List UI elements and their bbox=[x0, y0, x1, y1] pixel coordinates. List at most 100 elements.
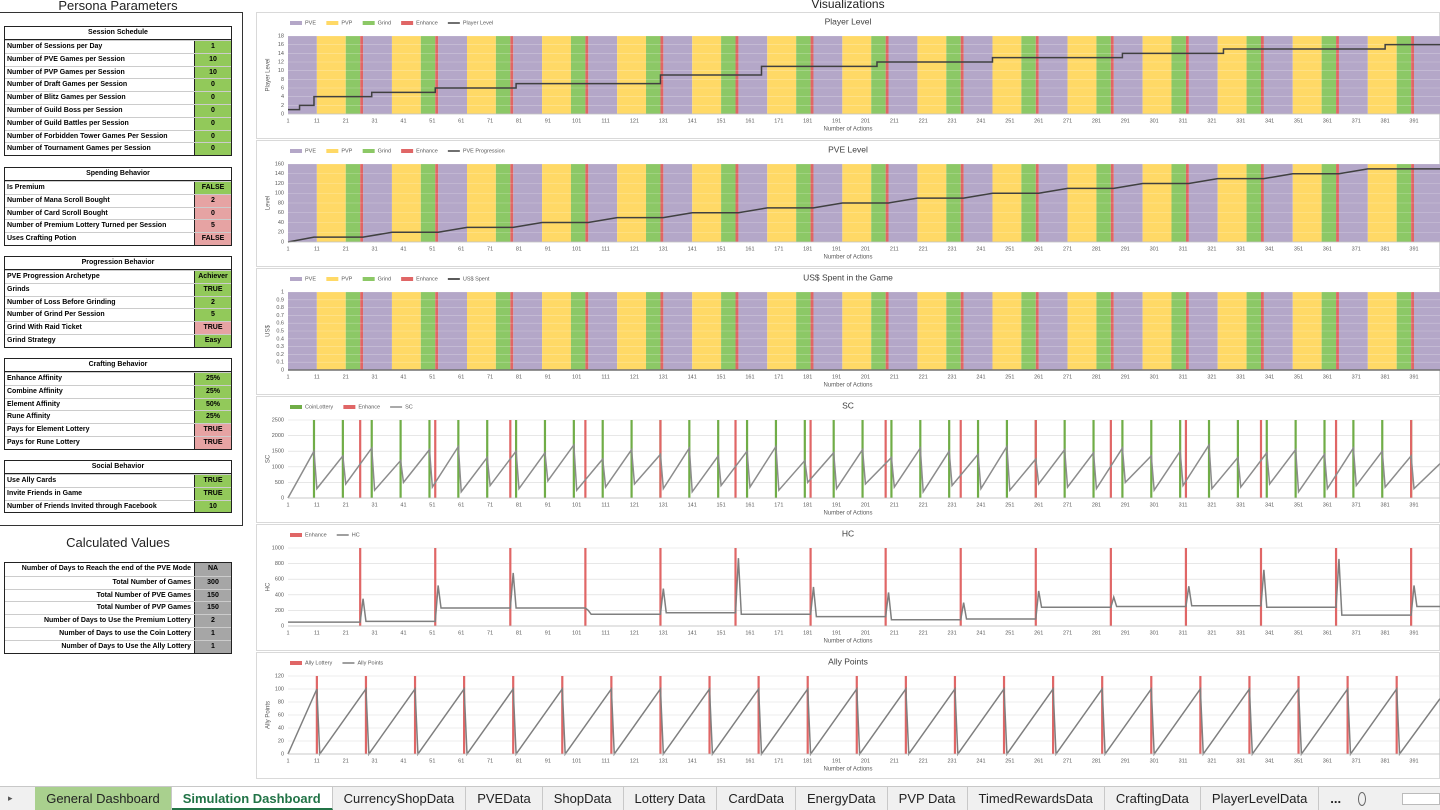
activity-band bbox=[1096, 36, 1111, 114]
x-tick-label: 251 bbox=[1005, 630, 1014, 636]
add-sheet[interactable] bbox=[1358, 791, 1367, 806]
x-tick-label: 281 bbox=[1092, 246, 1101, 252]
table-row: Number of Guild Boss per Session 0 bbox=[5, 103, 231, 117]
x-tick-label: 231 bbox=[947, 374, 956, 380]
activity-band bbox=[1367, 292, 1397, 370]
activity-band bbox=[1411, 36, 1415, 114]
y-tick-label: 400 bbox=[275, 592, 284, 598]
legend-label: PVE bbox=[305, 276, 316, 282]
activity-band bbox=[510, 292, 514, 370]
table-row: Number of PVE Games per Session 10 bbox=[5, 52, 231, 66]
legend-label: Enhance bbox=[416, 148, 438, 154]
x-tick-label: 351 bbox=[1294, 502, 1303, 508]
x-tick-label: 311 bbox=[1179, 630, 1188, 636]
legend-swatch bbox=[401, 149, 414, 153]
row-label: Element Affinity bbox=[5, 398, 195, 411]
x-tick-label: 321 bbox=[1207, 246, 1216, 252]
tab-scroll[interactable]: ▸ bbox=[8, 793, 13, 803]
sheet-tab[interactable]: CraftingData bbox=[1105, 787, 1201, 810]
row-value: 2 bbox=[195, 615, 231, 627]
activity-band bbox=[1263, 292, 1293, 370]
x-tick-label: 291 bbox=[1121, 630, 1130, 636]
row-value: TRUE bbox=[195, 475, 231, 487]
activity-band bbox=[542, 36, 571, 114]
x-tick-label: 311 bbox=[1179, 502, 1188, 508]
x-tick-label: 81 bbox=[516, 502, 522, 508]
activity-band bbox=[1414, 36, 1440, 114]
activity-band bbox=[1021, 36, 1036, 114]
x-tick-label: 71 bbox=[487, 502, 493, 508]
x-tick-label: 391 bbox=[1409, 374, 1418, 380]
x-tick-label: 381 bbox=[1381, 374, 1390, 380]
legend-swatch bbox=[362, 21, 375, 25]
legend-swatch bbox=[362, 277, 375, 281]
sheet-tab[interactable]: PVP Data bbox=[888, 787, 968, 810]
activity-band bbox=[871, 292, 886, 370]
x-tick-label: 311 bbox=[1179, 246, 1188, 252]
legend-swatch bbox=[290, 149, 302, 153]
activity-band bbox=[1067, 164, 1097, 242]
x-tick-label: 211 bbox=[890, 246, 899, 252]
sheet-tab[interactable]: PlayerLevelData bbox=[1201, 787, 1320, 810]
x-tick-label: 371 bbox=[1352, 630, 1361, 636]
row-value: TRUE bbox=[195, 322, 231, 334]
activity-band bbox=[1246, 36, 1261, 114]
legend-label: Enhance bbox=[416, 20, 438, 26]
activity-band bbox=[316, 292, 346, 370]
x-tick-label: 321 bbox=[1207, 374, 1216, 380]
h-scrollbar[interactable] bbox=[1402, 792, 1440, 805]
sheet-tab[interactable]: PVEData bbox=[466, 787, 543, 810]
activity-band bbox=[438, 164, 468, 242]
x-tick-label: 41 bbox=[400, 502, 406, 508]
sheet-tab[interactable]: TimedRewardsData bbox=[968, 787, 1105, 810]
sheet-tab[interactable]: Simulation Dashboard bbox=[171, 787, 333, 810]
row-value: 0 bbox=[195, 104, 231, 117]
activity-band bbox=[420, 164, 436, 242]
x-tick-label: 331 bbox=[1236, 502, 1245, 508]
x-tick-label: 211 bbox=[890, 374, 899, 380]
activity-band bbox=[1142, 36, 1172, 114]
sheet-tab[interactable]: CardData bbox=[717, 787, 796, 810]
legend-swatch bbox=[401, 277, 414, 281]
sheet-tab[interactable]: ShopData bbox=[543, 787, 624, 810]
tab-more[interactable]: ... bbox=[1330, 791, 1342, 806]
activity-band bbox=[585, 164, 589, 242]
x-tick-label: 131 bbox=[659, 246, 668, 252]
legend-label: Enhance bbox=[416, 276, 438, 282]
legend-swatch bbox=[326, 149, 339, 153]
x-tick-label: 291 bbox=[1121, 246, 1130, 252]
sheet-tab[interactable]: EnergyData bbox=[796, 787, 888, 810]
sheet-tab[interactable]: General Dashboard bbox=[35, 787, 172, 810]
x-tick-label: 251 bbox=[1005, 502, 1014, 508]
x-tick-label: 221 bbox=[919, 374, 928, 380]
legend-label: Enhance bbox=[305, 532, 327, 538]
sheet-tab[interactable]: CurrencyShopData bbox=[333, 787, 467, 810]
x-tick-label: 351 bbox=[1294, 758, 1303, 764]
activity-band bbox=[1038, 292, 1068, 370]
row-value: 50% bbox=[195, 398, 231, 411]
x-tick-label: 11 bbox=[314, 246, 320, 252]
x-tick-label: 221 bbox=[919, 118, 928, 124]
x-tick-label: 21 bbox=[343, 758, 349, 764]
y-tick-label: 10 bbox=[278, 68, 284, 74]
x-tick-label: 261 bbox=[1034, 758, 1043, 764]
activity-band bbox=[363, 164, 392, 242]
x-tick-label: 341 bbox=[1265, 758, 1274, 764]
section-title: Social Behavior bbox=[5, 461, 231, 474]
activity-band bbox=[813, 292, 843, 370]
activity-band bbox=[1321, 36, 1337, 114]
activity-band bbox=[435, 292, 439, 370]
row-label: Use Ally Cards bbox=[5, 475, 195, 487]
x-tick-label: 81 bbox=[516, 758, 522, 764]
x-tick-label: 91 bbox=[545, 246, 551, 252]
y-tick-label: 60 bbox=[278, 210, 284, 216]
activity-band bbox=[888, 36, 918, 114]
x-tick-label: 271 bbox=[1063, 630, 1072, 636]
x-tick-label: 271 bbox=[1063, 246, 1072, 252]
x-tick-label: 111 bbox=[601, 246, 609, 252]
x-tick-label: 361 bbox=[1323, 630, 1332, 636]
sheet-tab[interactable]: Lottery Data bbox=[624, 787, 718, 810]
y-tick-label: 60 bbox=[278, 712, 284, 718]
activity-band bbox=[391, 36, 421, 114]
activity-band bbox=[660, 164, 664, 242]
